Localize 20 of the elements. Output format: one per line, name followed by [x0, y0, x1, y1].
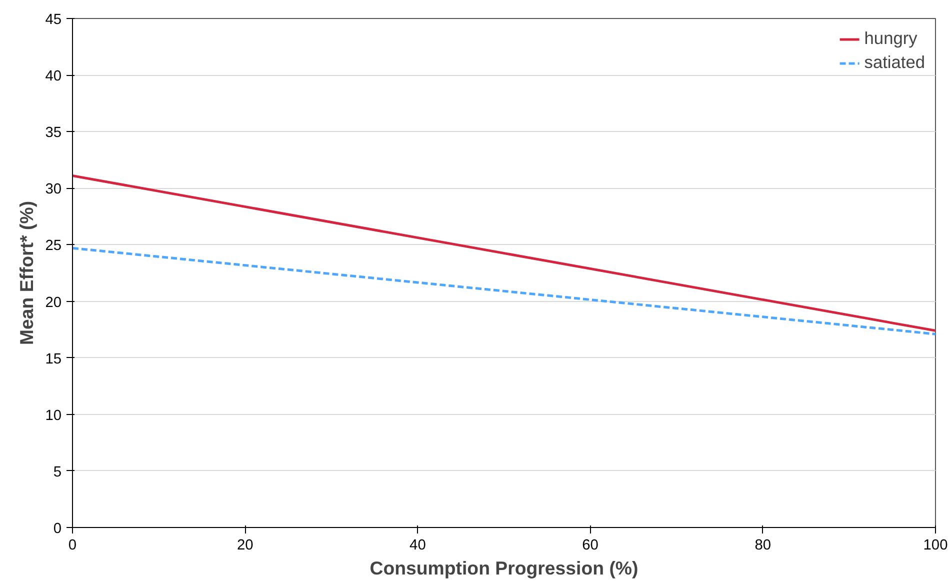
x-tick-label: 0: [68, 538, 77, 554]
y-tick-label: 45: [45, 12, 62, 28]
y-axis-title: Mean Effort* (%): [16, 200, 38, 346]
legend-label: hungry: [864, 28, 918, 49]
y-tick-label: 0: [53, 521, 62, 537]
x-axis-title: Consumption Progression (%): [370, 558, 638, 578]
y-tick-label: 25: [45, 238, 62, 254]
legend-label: satiated: [864, 52, 925, 73]
y-tick-label: 40: [45, 68, 62, 85]
x-tick-label: 40: [410, 538, 426, 554]
y-tick-label: 35: [45, 125, 62, 142]
y-tick-label: 10: [45, 408, 62, 424]
x-tick-label: 80: [754, 538, 772, 554]
x-tick-label: 100: [923, 538, 948, 554]
x-tick-label: 20: [236, 538, 254, 554]
y-tick-label: 15: [45, 351, 62, 368]
y-tick-label: 5: [53, 464, 62, 480]
x-tick-label: 60: [582, 538, 598, 554]
y-tick-label: 30: [45, 182, 62, 198]
y-tick-label: 20: [45, 294, 62, 311]
